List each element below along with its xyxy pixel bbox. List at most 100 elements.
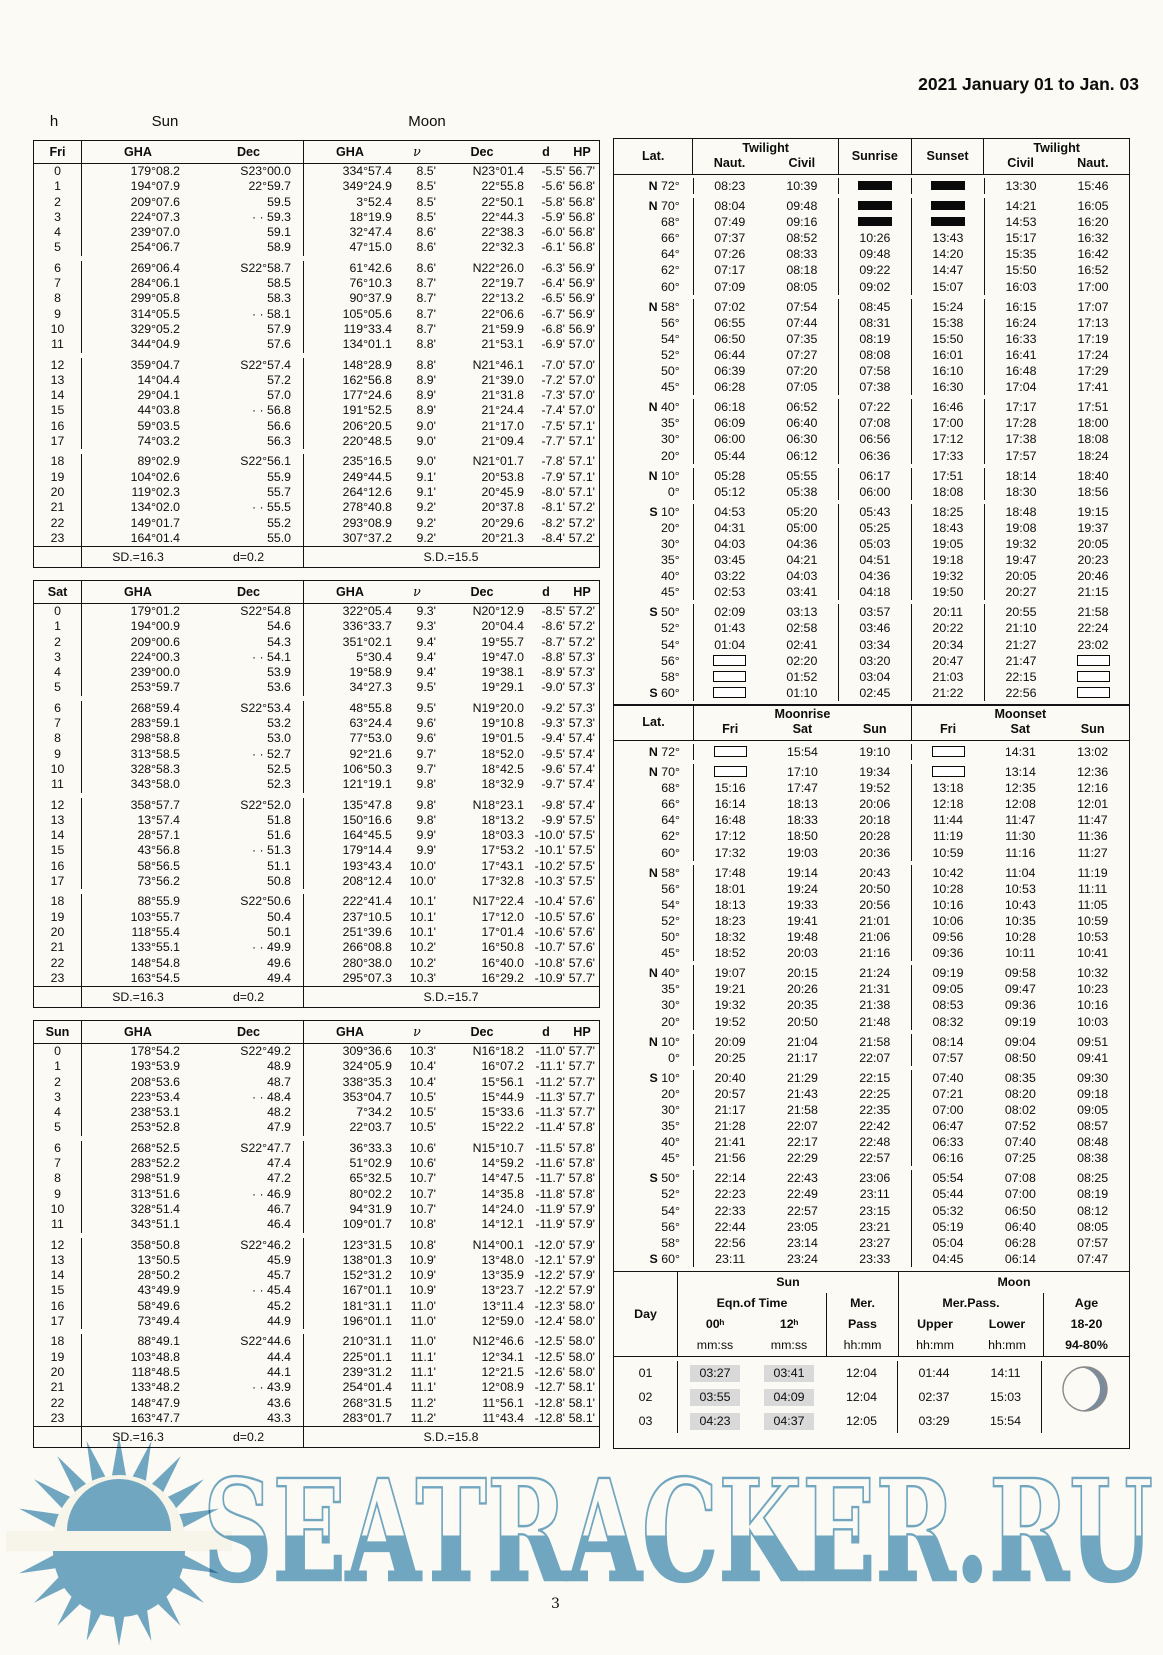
almanac-hour-row: 16 58°49.6 45.2 181°31.1 11.0' 13°11.4 -… bbox=[34, 1298, 599, 1315]
sun-gha-cell: 149°01.7 bbox=[130, 515, 180, 530]
civil-twilight-cell: 06:12 bbox=[766, 447, 839, 464]
moonset-sat-cell: 06:14 bbox=[1004, 1251, 1036, 1266]
latitude-row: 50° 18:32 19:48 21:06 09:56 10:28 10:53 bbox=[614, 929, 1129, 946]
sunrise-cell: 07:58 bbox=[839, 363, 912, 380]
sun-gha-cell: 359°04.7 bbox=[130, 357, 180, 372]
moon-gha-cell: 237°10.5 bbox=[342, 909, 392, 924]
almanac-hour-row: 10 328°51.4 46.7 94°31.9 10.7' 14°24.0 -… bbox=[34, 1201, 599, 1218]
lat-cell: 20° bbox=[614, 447, 694, 464]
sunset-cell: 15:38 bbox=[912, 314, 985, 331]
sunrise-cell: 09:48 bbox=[839, 246, 912, 263]
moonrise-sat-cell: 20:26 bbox=[786, 982, 818, 997]
moon-gha-cell: 164°45.5 bbox=[342, 828, 392, 843]
naut-twilight-cell: 18:56 bbox=[1077, 484, 1109, 499]
twilight-all-night-box bbox=[931, 746, 965, 758]
moon-hp-cell: 57.4' bbox=[568, 797, 595, 812]
sunrise-cell: 07:22 bbox=[839, 399, 912, 416]
almanac-hour-row: 12 358°57.7 S22°52.0 135°47.8 9.8' N18°2… bbox=[34, 797, 599, 813]
moon-v-cell: 10.6' bbox=[409, 1156, 436, 1171]
sun-gha-cell: 224°00.3 bbox=[130, 649, 180, 664]
latitude-row: 54° 06:50 07:35 08:19 15:50 16:33 17:19 bbox=[614, 330, 1129, 347]
sunset-cell: 14:47 bbox=[912, 262, 985, 279]
col-upper: Upper bbox=[917, 1317, 953, 1331]
sun-gha-cell: 119°02.3 bbox=[131, 484, 180, 499]
sun-dec-cell: 45.7 bbox=[194, 1268, 304, 1284]
naut-twilight-cell: 07:37 bbox=[714, 231, 746, 246]
moonrise-sun-cell: 20:43 bbox=[839, 864, 912, 881]
hour-cell: 22 bbox=[34, 515, 82, 531]
hour-cell: 23 bbox=[34, 970, 82, 987]
moon-gha-cell: 266°08.8 bbox=[342, 940, 392, 955]
moon-v-cell: 11.0' bbox=[410, 1298, 436, 1313]
moon-hp-cell: 57.3' bbox=[568, 665, 595, 680]
latitude-row: S 50° 22:14 22:43 23:06 05:54 07:08 08:2… bbox=[614, 1170, 1129, 1187]
naut-twilight-cell: 16:05 bbox=[1077, 199, 1109, 214]
sun-dec-cell: 57.0 bbox=[194, 388, 304, 404]
sun-d-value: d=0.2 bbox=[194, 547, 304, 568]
moonset-sat-cell: 09:58 bbox=[1004, 966, 1036, 981]
moon-gha-cell: 334°57.4 bbox=[342, 164, 392, 178]
civil-twilight-cell: 17:04 bbox=[1005, 380, 1037, 395]
moon-hp-cell: 57.5' bbox=[568, 858, 595, 873]
moonset-sat-cell: 10:35 bbox=[1004, 913, 1036, 928]
summary-day-row: 02 03:55 04:09 12:04 02:37 15:03 bbox=[614, 1385, 1129, 1409]
moon-v-cell: 10.9' bbox=[409, 1268, 436, 1283]
moonrise-sun-cell: 22:07 bbox=[839, 1049, 912, 1066]
moon-dec-cell: 21°31.8 bbox=[481, 388, 524, 403]
naut-twilight-cell: 18:00 bbox=[1077, 416, 1109, 431]
sun-gha-cell: 133°48.2 bbox=[130, 1380, 180, 1395]
moon-hp-cell: 56.8' bbox=[568, 194, 595, 209]
col-sunset: Sunset bbox=[912, 139, 985, 174]
moonset-sat-cell: 08:50 bbox=[1004, 1050, 1036, 1065]
moon-d-cell: -10.0' bbox=[534, 828, 565, 843]
moonset-sat-cell: 06:50 bbox=[1004, 1203, 1036, 1218]
moon-gha-cell: 36°33.3 bbox=[349, 1140, 392, 1155]
moon-d-cell: -10.8' bbox=[534, 955, 565, 970]
moon-hp-cell: 57.1' bbox=[568, 469, 595, 484]
sun-dec-cell: · · 55.5 bbox=[194, 500, 304, 516]
moon-dec-cell: 22°44.3 bbox=[481, 209, 524, 224]
naut-twilight-cell: 15:46 bbox=[1077, 179, 1109, 193]
moon-d-cell: -8.5' bbox=[541, 604, 565, 618]
sun-dec-cell: S22°44.6 bbox=[194, 1334, 304, 1350]
civil-twilight-cell: 21:10 bbox=[1005, 621, 1037, 636]
moon-hp-cell: 57.5' bbox=[568, 843, 595, 858]
moon-dec-cell: N14°00.1 bbox=[472, 1237, 524, 1252]
sun-gha-cell: 28°50.2 bbox=[137, 1268, 180, 1283]
sun-dec-cell: · · 46.9 bbox=[194, 1186, 304, 1202]
naut-twilight-cell: 20:23 bbox=[1077, 553, 1109, 568]
moon-dec-cell: 18°52.0 bbox=[481, 746, 524, 761]
almanac-hour-row: 17 74°03.2 56.3 220°48.5 9.0' 21°09.4 -7… bbox=[34, 434, 599, 450]
moon-d-cell: -10.4' bbox=[534, 894, 565, 909]
hour-cell: 3 bbox=[34, 1089, 82, 1106]
hour-cell: 1 bbox=[34, 179, 82, 195]
lat-cell: 45° bbox=[614, 379, 694, 396]
moon-d-cell: -8.7' bbox=[541, 634, 565, 649]
moon-v-cell: 10.8' bbox=[409, 1237, 436, 1252]
civil-twilight-cell: 17:57 bbox=[1005, 448, 1037, 463]
sun-gha-cell: 344°04.9 bbox=[130, 337, 180, 352]
latitude-row: 56° 18:01 19:24 20:50 10:28 10:53 11:11 bbox=[614, 880, 1129, 897]
almanac-hour-row: 2 209°00.6 54.3 351°02.1 9.4' 19°55.7 -8… bbox=[34, 634, 599, 650]
moon-dec-cell: 19°29.1 bbox=[481, 680, 524, 695]
hour-cell: 2 bbox=[34, 1074, 82, 1090]
sun-gha-cell: 224°07.3 bbox=[130, 209, 180, 224]
sun-gha-cell: 343°58.0 bbox=[130, 777, 180, 792]
sun-dec-cell: 55.0 bbox=[194, 530, 304, 547]
lat-cell: 0° bbox=[614, 1049, 694, 1066]
moonset-sat-cell: 08:35 bbox=[1004, 1070, 1036, 1085]
lat-cell: 66° bbox=[614, 230, 694, 247]
moonrise-sun-cell: 21:31 bbox=[839, 981, 912, 998]
moon-d-cell: -12.5' bbox=[534, 1334, 565, 1349]
moonrise-sat-cell: 20:15 bbox=[786, 966, 818, 981]
moon-gha-cell: 239°31.2 bbox=[342, 1364, 392, 1379]
moonset-sun-cell: 12:36 bbox=[1077, 765, 1109, 780]
moonset-fri-cell: 12:18 bbox=[932, 797, 964, 812]
civil-twilight-cell: 05:20 bbox=[766, 503, 839, 520]
almanac-hour-row: 4 239°07.0 59.1 32°47.4 8.6' 22°38.3 -6.… bbox=[34, 225, 599, 241]
moonrise-sat-cell: 19:14 bbox=[786, 865, 818, 880]
page-number: 3 bbox=[551, 1596, 560, 1612]
moon-hp-cell: 58.1' bbox=[568, 1395, 595, 1410]
sun-gha-cell: 299°05.8 bbox=[130, 291, 180, 306]
sun-gha-cell: 358°50.8 bbox=[130, 1237, 180, 1252]
